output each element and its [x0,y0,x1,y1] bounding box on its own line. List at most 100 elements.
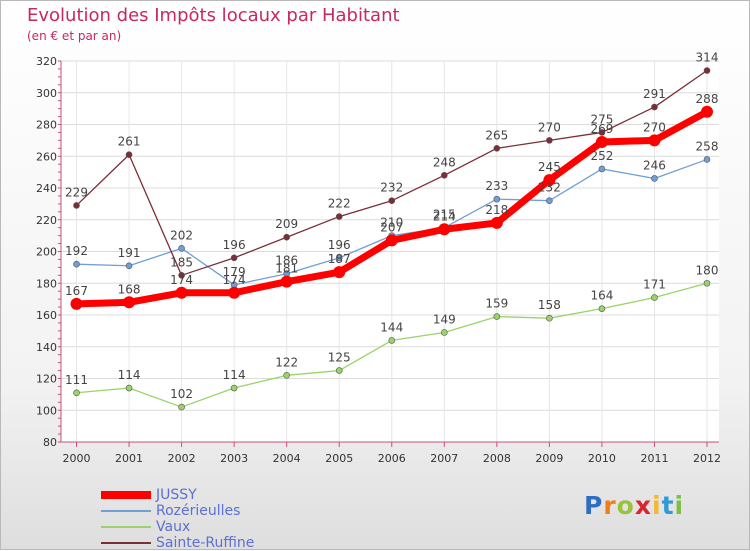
y-tick-label: 180 [36,277,57,290]
data-label-jussy: 207 [380,220,403,234]
data-point-vaux [73,389,80,397]
data-point-sainte-ruffine [598,129,606,136]
x-tick-label: 2004 [273,452,301,465]
data-label-sainte-ruffine: 209 [275,217,298,231]
data-label-roz-rieulles: 233 [485,179,508,193]
data-label-vaux: 111 [65,373,88,387]
data-point-jussy [701,105,713,118]
data-label-vaux: 159 [485,297,508,311]
data-point-sainte-ruffine [703,67,711,74]
data-label-roz-rieulles: 258 [696,139,719,153]
legend-item: Vaux [101,519,341,535]
data-point-jussy [595,135,608,148]
data-label-roz-rieulles: 202 [170,228,193,242]
y-tick-label: 320 [36,55,57,68]
data-label-vaux: 180 [696,263,719,277]
data-label-jussy: 187 [328,252,351,266]
x-tick-label: 2010 [588,452,616,465]
chart-title: Evolution des Impôts locaux par Habitant [27,5,400,26]
data-point-jussy [70,297,83,310]
data-label-roz-rieulles: 215 [433,208,456,222]
data-point-sainte-ruffine [283,233,290,241]
data-point-vaux [230,384,238,392]
x-tick-label: 2012 [693,452,721,465]
data-point-sainte-ruffine [125,151,133,158]
data-label-vaux: 114 [118,368,141,382]
data-point-vaux [283,372,290,379]
data-point-roz-rieulles [493,195,501,203]
logo-letter: r [603,491,617,520]
data-point-sainte-ruffine [73,202,80,209]
data-point-sainte-ruffine [335,213,343,220]
data-point-sainte-ruffine [388,197,396,204]
x-tick-label: 2003 [220,452,248,465]
logo-letter: i [674,491,685,520]
y-tick-label: 300 [36,87,57,100]
data-label-vaux: 158 [538,298,561,312]
y-tick-label: 260 [36,150,57,163]
data-point-jussy [490,216,503,229]
data-point-roz-rieulles [178,245,185,252]
data-label-sainte-ruffine: 261 [118,135,141,149]
data-label-roz-rieulles: 210 [380,216,403,230]
x-tick-label: 2001 [115,452,143,465]
x-tick-label: 2002 [168,452,196,465]
data-label-vaux: 125 [328,351,351,365]
data-label-roz-rieulles: 246 [643,158,666,172]
data-label-roz-rieulles: 252 [590,149,613,163]
data-point-sainte-ruffine [651,103,658,111]
x-tick-label: 2011 [640,452,668,465]
x-tick-label: 2006 [378,452,406,465]
data-label-roz-rieulles: 191 [118,246,141,260]
data-label-sainte-ruffine: 229 [65,185,88,199]
data-point-vaux [703,279,711,287]
data-label-jussy: 174 [170,273,193,287]
data-point-jussy [333,266,346,279]
y-tick-label: 140 [36,341,57,354]
data-point-roz-rieulles [125,262,133,270]
data-label-vaux: 102 [170,387,193,401]
legend-item: JUSSY [101,487,341,503]
y-tick-label: 240 [36,182,57,195]
data-point-jussy [648,134,661,147]
data-label-roz-rieulles: 186 [275,254,298,268]
data-label-jussy: 245 [538,160,561,174]
logo-letter: x [634,491,652,520]
data-label-jussy: 168 [118,282,141,296]
data-point-jussy [385,234,398,247]
data-point-roz-rieulles [546,197,553,204]
data-point-jussy [228,286,241,299]
legend-item: Sainte-Ruffine [101,535,341,551]
data-point-jussy [123,296,136,309]
data-point-vaux [651,294,658,301]
logo-letter: t [661,491,675,520]
data-label-vaux: 164 [590,289,613,303]
data-point-sainte-ruffine [546,137,553,144]
data-label-sainte-ruffine: 314 [696,51,719,65]
data-point-vaux [546,314,553,322]
data-point-roz-rieulles [651,175,658,182]
proxiti-logo: Proxiti [584,491,684,520]
data-label-sainte-ruffine: 270 [538,120,561,134]
x-tick-label: 2009 [535,452,563,465]
logo-letter: i [652,491,662,520]
data-label-jussy: 288 [696,92,719,106]
y-tick-label: 160 [36,309,57,322]
data-point-roz-rieulles [73,260,80,268]
data-label-jussy: 214 [433,209,456,223]
data-point-jussy [280,275,293,288]
data-label-vaux: 171 [643,278,666,292]
legend-swatch [101,510,151,512]
logo-letter: o [616,491,635,520]
y-tick-label: 120 [36,373,57,386]
data-point-vaux [125,384,133,392]
legend-swatch [101,542,151,544]
legend-label: JUSSY [156,487,197,503]
data-label-roz-rieulles: 192 [65,244,88,258]
data-label-vaux: 149 [433,312,456,326]
data-point-vaux [178,403,185,411]
y-tick-label: 200 [36,246,57,259]
data-point-vaux [440,329,448,336]
data-point-jussy [175,286,188,299]
legend-label: Rozérieulles [156,503,241,519]
